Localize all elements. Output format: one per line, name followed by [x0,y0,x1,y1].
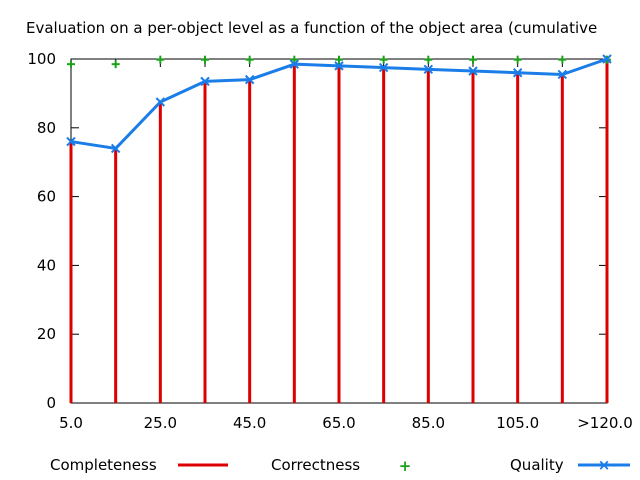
legend-swatch-correctness: + [399,457,412,475]
quality-point-b [512,68,523,78]
correctness-point [558,55,567,64]
correctness-point [201,55,209,64]
quality-point-b [289,59,300,69]
legend: Completeness Correctness + Quality × [50,456,630,475]
y-tick-label: 20 [37,325,56,343]
y-tick-label: 100 [27,50,56,68]
correctness-point [245,55,254,64]
quality-point [334,61,344,71]
legend-label-completeness: Completeness [50,456,157,474]
correctness-point [379,55,388,64]
correctness-series [67,55,611,69]
y-tick-label: 60 [37,188,56,206]
correctness-point [67,60,75,69]
quality-point [200,76,210,87]
legend-label-correctness: Correctness [271,456,360,474]
quality-point [378,62,389,73]
quality-point-b [468,66,478,76]
correctness-point [513,55,522,64]
x-tick-label: 85.0 [412,414,445,432]
x-tick-label: 105.0 [496,414,539,432]
correctness-point [156,55,165,64]
quality-point [423,64,434,75]
completeness-series [69,59,609,403]
x-tick-label: 25.0 [144,414,177,432]
x-axis: 5.0 25.0 45.0 65.0 85.0 105.0 >120.0 [59,59,633,432]
x-tick-label: 65.0 [322,414,355,432]
legend-label-quality: Quality [510,456,564,474]
correctness-point [469,55,477,64]
y-tick-label: 40 [37,256,56,274]
quality-point-b [244,74,255,85]
y-tick-label: 80 [37,119,56,137]
x-tick-label: 45.0 [233,414,266,432]
quality-point-b [334,61,344,71]
y-tick-label: 0 [46,394,56,412]
quality-point [110,143,121,154]
quality-point-b [200,76,210,87]
y-axis: 0 20 40 60 80 100 [27,50,607,412]
quality-point-b [423,64,434,75]
quality-point [289,59,300,69]
x-tick-label: >120.0 [577,414,633,432]
x-tick-label: 5.0 [59,414,83,432]
quality-point-b [557,69,568,80]
legend-swatch-quality-marker: × [598,456,611,474]
correctness-point [111,60,120,69]
quality-point-b [155,97,166,107]
correctness-point [335,55,343,64]
quality-point-b [378,62,389,73]
quality-point [66,136,76,147]
correctness-point [290,55,299,64]
quality-point-b [602,54,612,64]
correctness-point [424,55,433,64]
quality-point [244,74,255,85]
quality-point-b [66,136,76,147]
quality-series [66,54,612,154]
quality-point [155,97,166,107]
quality-point [557,69,568,80]
chart-title: Evaluation on a per-object level as a fu… [26,19,597,37]
quality-point-b [110,143,121,154]
quality-point [512,68,523,78]
quality-point [468,66,478,76]
quality-point [602,54,612,64]
